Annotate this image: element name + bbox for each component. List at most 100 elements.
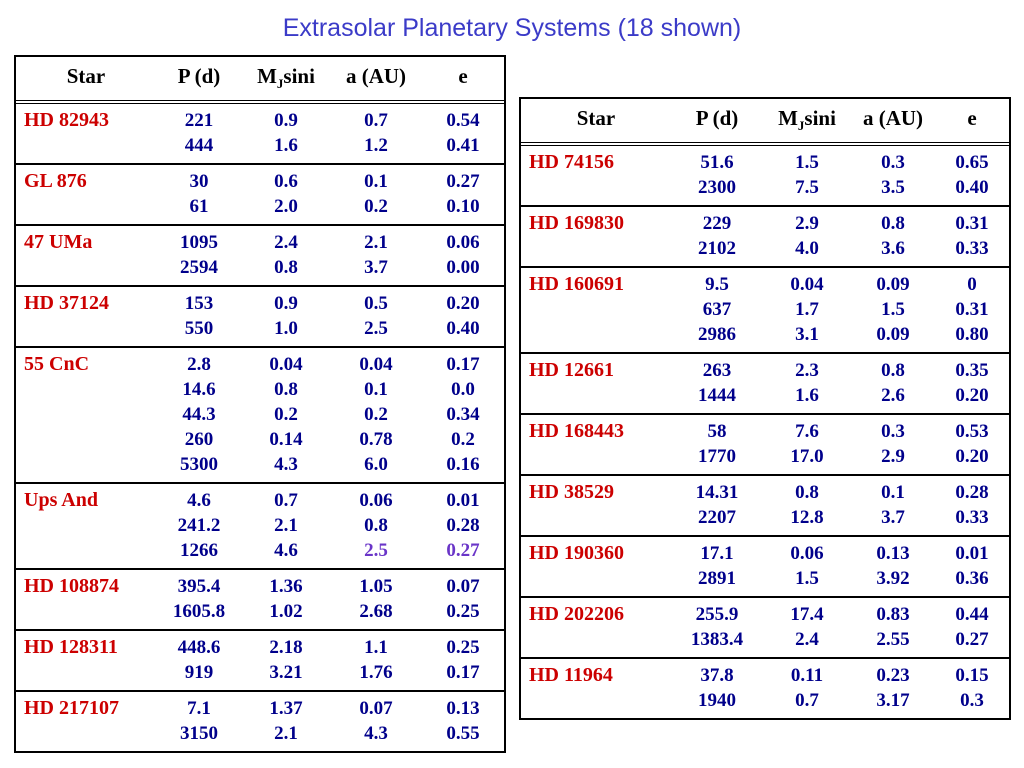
period-cell: 263 1444	[671, 358, 763, 408]
planet-value: 2.55	[876, 629, 910, 651]
star-group: HD 190360 17.1 2891 0.06 1.5 0.13 3.92 0.01 0.36	[521, 535, 1009, 596]
semimajor-cell: 0.23 3.17	[851, 663, 935, 713]
planet-value: 1095	[180, 232, 218, 254]
planet-value: 0.10	[446, 196, 480, 218]
eccentricity-cell: 0.01 0.36	[935, 541, 1009, 591]
planet-value: 0.36	[955, 568, 989, 590]
semimajor-cell: 0.83 2.55	[851, 602, 935, 652]
planet-value: 1383.4	[690, 629, 744, 651]
planet-value: 2.5	[364, 540, 388, 562]
table-header: Star P (d) MJsini a (AU) e	[521, 99, 1009, 147]
period-cell: 30 61	[156, 169, 242, 219]
planet-value: 0	[967, 274, 977, 296]
msini-cell: 0.04 0.8 0.2 0.14 4.3	[242, 352, 330, 477]
eccentricity-cell: 0.17 0.0 0.34 0.2 0.16	[422, 352, 504, 477]
planet-value: 0.35	[955, 360, 989, 382]
star-name: HD 108874	[24, 575, 119, 598]
msini-cell: 2.3 1.6	[763, 358, 851, 408]
msini-cell: 1.5 7.5	[763, 150, 851, 200]
eccentricity-cell: 0.20 0.40	[422, 291, 504, 341]
star-name: HD 37124	[24, 292, 109, 315]
planet-value: 12.8	[790, 507, 824, 529]
col-header-period: P (d)	[695, 106, 739, 130]
planet-value: 153	[184, 293, 214, 315]
planet-value: 4.6	[274, 540, 298, 562]
star-name: HD 169830	[529, 212, 624, 235]
col-header-msini: MJsini	[778, 106, 836, 134]
planet-value: 1.02	[269, 601, 303, 623]
planet-value: 0.5	[364, 293, 388, 315]
period-cell: 4.6 241.2 1266	[156, 488, 242, 563]
period-cell: 2.8 14.6 44.3 260 5300	[156, 352, 242, 477]
planet-value: 3.6	[881, 238, 905, 260]
msini-cell: 0.06 1.5	[763, 541, 851, 591]
semimajor-cell: 0.1 3.7	[851, 480, 935, 530]
msini-cell: 1.37 2.1	[242, 696, 330, 746]
planet-value: 2207	[698, 507, 736, 529]
planet-value: 1.05	[359, 576, 393, 598]
planet-value: 1.1	[364, 637, 388, 659]
planet-value: 0.06	[790, 543, 824, 565]
semimajor-cell: 0.5 2.5	[330, 291, 422, 341]
planet-value: 0.28	[955, 482, 989, 504]
planet-value: 0.20	[446, 293, 480, 315]
planet-value: 1266	[180, 540, 218, 562]
planet-value: 2300	[698, 177, 736, 199]
semimajor-cell: 0.04 0.1 0.2 0.78 6.0	[330, 352, 422, 477]
planet-value: 2.9	[795, 213, 819, 235]
semimajor-cell: 0.8 3.6	[851, 211, 935, 261]
eccentricity-cell: 0.65 0.40	[935, 150, 1009, 200]
col-header-star: Star	[66, 64, 106, 88]
planet-value: 0.27	[446, 540, 480, 562]
planet-value: 1.2	[364, 135, 388, 157]
semimajor-cell: 2.1 3.7	[330, 230, 422, 280]
star-name: HD 128311	[24, 636, 118, 659]
star-name: HD 82943	[24, 109, 109, 132]
planet-value: 17.1	[700, 543, 734, 565]
planet-value: 0.7	[364, 110, 388, 132]
planet-value: 0.31	[955, 213, 989, 235]
star-group: HD 37124 153 550 0.9 1.0 0.5 2.5 0.20 0.40	[16, 285, 504, 346]
planet-value: 2.1	[274, 723, 298, 745]
star-group: HD 202206 255.9 1383.4 17.4 2.4 0.83 2.55 0.44 0…	[521, 596, 1009, 657]
msini-cell: 17.4 2.4	[763, 602, 851, 652]
planet-value: 0.54	[446, 110, 480, 132]
planet-value: 0.07	[359, 698, 393, 720]
planet-value: 51.6	[700, 152, 734, 174]
planet-value: 0.33	[955, 238, 989, 260]
planet-value: 0.8	[364, 515, 388, 537]
star-group: 47 UMa 1095 2594 2.4 0.8 2.1 3.7 0.06 0.00	[16, 224, 504, 285]
star-name: 55 CnC	[24, 353, 90, 376]
planet-value: 0.8	[795, 482, 819, 504]
period-cell: 51.6 2300	[671, 150, 763, 200]
planet-value: 0.06	[446, 232, 480, 254]
planet-value: 3.5	[881, 177, 905, 199]
planet-value: 3.92	[876, 568, 910, 590]
star-name: HD 190360	[529, 542, 624, 565]
star-group: HD 160691 9.5 637 2986 0.04 1.7 3.1 0.09 1.5 0.09…	[521, 266, 1009, 352]
planet-value: 30	[189, 171, 209, 193]
eccentricity-cell: 0.07 0.25	[422, 574, 504, 624]
period-cell: 7.1 3150	[156, 696, 242, 746]
planet-value: 0.28	[446, 515, 480, 537]
planet-value: 0.78	[359, 429, 393, 451]
planet-value: 0.13	[446, 698, 480, 720]
planet-value: 0.7	[795, 690, 819, 712]
planet-value: 2.18	[269, 637, 303, 659]
planet-value: 0.14	[269, 429, 303, 451]
period-cell: 395.4 1605.8	[156, 574, 242, 624]
col-header-star: Star	[576, 106, 616, 130]
star-group: HD 108874 395.4 1605.8 1.36 1.02 1.05 2.68 0.07…	[16, 568, 504, 629]
planet-value: 0.3	[881, 152, 905, 174]
planet-value: 2102	[698, 238, 736, 260]
planet-value: 3.7	[364, 257, 388, 279]
planet-value: 0.25	[446, 601, 480, 623]
planet-value: 2986	[698, 324, 736, 346]
planet-value: 0.04	[269, 354, 303, 376]
star-name: HD 11964	[529, 664, 613, 687]
planet-value: 0.23	[876, 665, 910, 687]
star-group: GL 876 30 61 0.6 2.0 0.1 0.2 0.27 0.10	[16, 163, 504, 224]
star-group: HD 38529 14.31 2207 0.8 12.8 0.1 3.7 0.28 0.33	[521, 474, 1009, 535]
planet-value: 0.65	[955, 152, 989, 174]
planet-value: 0.44	[955, 604, 989, 626]
